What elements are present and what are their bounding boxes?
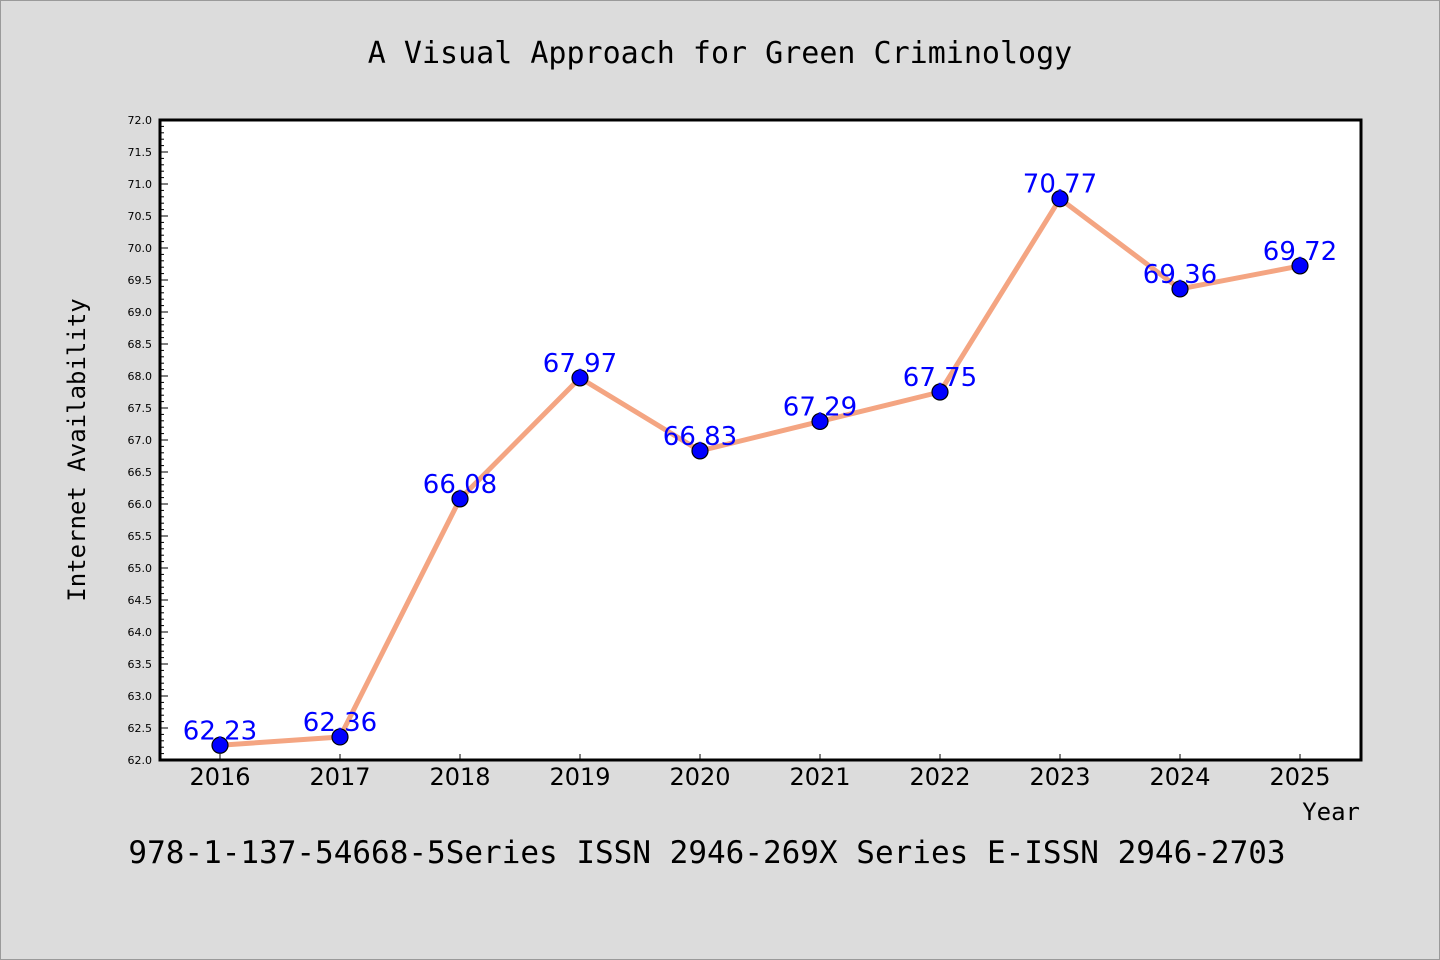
y-tick-label: 66.5 [128,466,153,479]
x-tick-label: 2016 [189,763,250,791]
series-group: 62.23 62.36 66.08 67.97 66.83 67.29 67.75 70.77… [183,170,1337,754]
data-label: 70.77 [1023,170,1097,200]
y-tick-label: 70.5 [128,210,153,223]
x-tick-label: 2025 [1269,763,1330,791]
y-tick-label: 64.0 [128,626,153,639]
data-point-marker [331,728,349,746]
y-tick-label: 70.0 [128,242,153,255]
data-point-marker [931,383,949,401]
isbn-issn-footer: 978-1-137-54668-5Series ISSN 2946-269X S… [128,835,1285,871]
data-label: 69.36 [1143,260,1217,290]
x-tick-label: 2020 [669,763,730,791]
data-label: 67.75 [903,363,977,393]
y-axis: 62.0 62.5 63.0 63.5 64.0 64.5 65.0 65.5 66.0 66.5… [128,114,168,767]
data-point-marker [1051,190,1069,208]
data-label: 66.83 [663,422,737,452]
x-tick-label: 2019 [549,763,610,791]
y-tick-label: 64.5 [128,594,153,607]
y-axis-label: Internet Availability [63,298,91,601]
x-tick-label: 2022 [909,763,970,791]
x-tick-label: 2018 [429,763,490,791]
data-label: 62.36 [303,708,377,738]
y-tick-label: 63.5 [128,658,153,671]
data-point-marker [811,412,829,431]
data-label: 66.08 [423,470,497,500]
y-tick-label: 71.0 [128,178,153,191]
x-tick-label: 2017 [309,763,370,791]
data-point-marker [571,369,589,387]
chart-title: A Visual Approach for Green Criminology [368,36,1072,71]
y-tick-label: 69.0 [128,306,153,319]
y-tick-label: 68.5 [128,338,153,351]
y-tick-label: 66.0 [128,498,153,511]
series-line [217,196,1303,748]
y-tick-label: 71.5 [128,146,153,159]
x-tick-label: 2023 [1029,763,1090,791]
y-tick-label: 69.5 [128,274,153,287]
y-tick-label: 62.5 [128,722,153,735]
y-tick-label: 68.0 [128,370,153,383]
x-axis-label: Year [1302,798,1360,826]
x-tick-label: 2024 [1149,763,1210,791]
y-tick-label: 65.0 [128,562,153,575]
y-tick-label: 65.5 [128,530,153,543]
y-tick-label: 62.0 [128,754,153,767]
x-axis: 2016 2017 2018 2019 2020 2021 2022 2023 2024 2025 [189,754,1331,791]
y-tick-label: 67.0 [128,434,153,447]
y-tick-label: 72.0 [128,114,153,127]
data-point-marker [1171,280,1189,298]
data-label: 67.97 [543,349,617,379]
data-label: 62.23 [183,716,257,746]
data-point-marker [1291,257,1309,275]
y-tick-label: 63.0 [128,690,153,703]
data-point-marker [211,736,229,754]
data-label: 67.29 [783,392,857,422]
data-point-marker [451,490,469,508]
data-point-marker [691,442,709,460]
x-tick-label: 2021 [789,763,850,791]
data-label: 69.72 [1263,237,1337,267]
plot-area [158,118,1363,762]
y-tick-label: 67.5 [128,402,153,415]
